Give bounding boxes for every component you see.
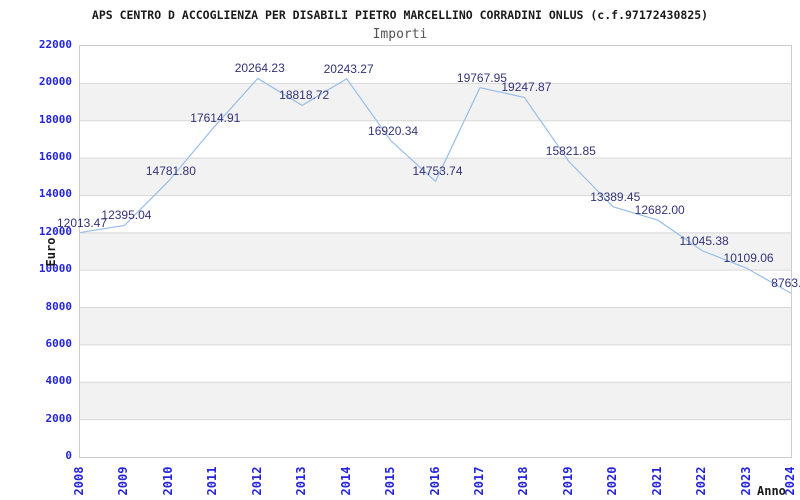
y-tick-label: 2000: [45, 411, 73, 425]
x-tick-label: 2012: [249, 466, 264, 496]
x-tick-label: 2009: [116, 466, 131, 496]
y-tick-label: 4000: [45, 374, 73, 388]
y-tick-label: 18000: [38, 112, 72, 126]
data-point-label: 14781.80: [145, 163, 196, 178]
y-axis-title: Euro: [44, 237, 58, 267]
data-point-label: 15821.85: [545, 144, 596, 159]
x-tick-label: 2023: [738, 466, 753, 496]
x-tick-label: 2022: [694, 466, 709, 496]
y-tick-label: 14000: [38, 187, 72, 201]
background-band: [80, 83, 791, 121]
data-point-label: 16920.34: [368, 123, 419, 138]
data-point-label: 10109.06: [723, 251, 774, 266]
background-band: [80, 307, 791, 345]
x-axis-title: Anno: [757, 484, 786, 498]
data-point-label: 11045.38: [679, 233, 729, 248]
data-point-label: 14753.74: [412, 164, 463, 179]
data-point-label: 12395.04: [101, 208, 152, 223]
x-tick-label: 2008: [72, 466, 86, 496]
data-point-label: 17614.91: [190, 110, 241, 125]
line-plot: [80, 77, 791, 421]
x-tick-label: 2013: [294, 466, 309, 496]
plot-area: [79, 45, 792, 458]
x-tick-label: 2021: [649, 466, 664, 496]
x-tick-label: 2020: [605, 466, 620, 496]
x-tick-label: 2011: [205, 466, 220, 496]
data-line: [80, 77, 791, 294]
y-tick-label: 10000: [38, 262, 72, 276]
x-tick-label: 2014: [338, 466, 353, 496]
background-band: [80, 232, 791, 271]
y-tick-label: 20000: [38, 75, 72, 89]
data-point-label: 19767.95: [456, 70, 507, 85]
x-tick-label: 2015: [383, 466, 398, 496]
x-tick-label: 2016: [427, 466, 442, 496]
background-band: [80, 382, 791, 420]
data-point-label: 13389.45: [590, 189, 641, 204]
y-tick-label: 22000: [38, 38, 72, 51]
data-point-label: 12682.00: [634, 203, 685, 218]
data-point-label: 8763.66: [771, 276, 800, 291]
x-tick-label: 2018: [516, 466, 531, 496]
data-point-label: 20243.27: [323, 61, 374, 76]
data-point-label: 18818.72: [279, 88, 330, 103]
y-tick-label: 16000: [38, 150, 72, 164]
data-point-label: 19247.87: [501, 80, 552, 95]
y-tick-label: 8000: [45, 299, 73, 313]
x-tick-label: 2017: [471, 466, 486, 496]
y-tick-label: 0: [65, 449, 72, 462]
y-tick-label: 6000: [45, 336, 73, 350]
data-point-label: 20264.23: [234, 61, 285, 76]
chart-subtitle: Importi: [372, 27, 428, 42]
data-point-label: 12013.47: [56, 215, 108, 230]
y-tick-label: 12000: [38, 224, 72, 238]
x-tick-label: 2010: [160, 466, 175, 496]
x-tick-label: 2019: [560, 466, 575, 496]
background-band: [80, 158, 791, 196]
chart-title: APS CENTRO D ACCOGLIENZA PER DISABILI PI…: [91, 8, 709, 22]
